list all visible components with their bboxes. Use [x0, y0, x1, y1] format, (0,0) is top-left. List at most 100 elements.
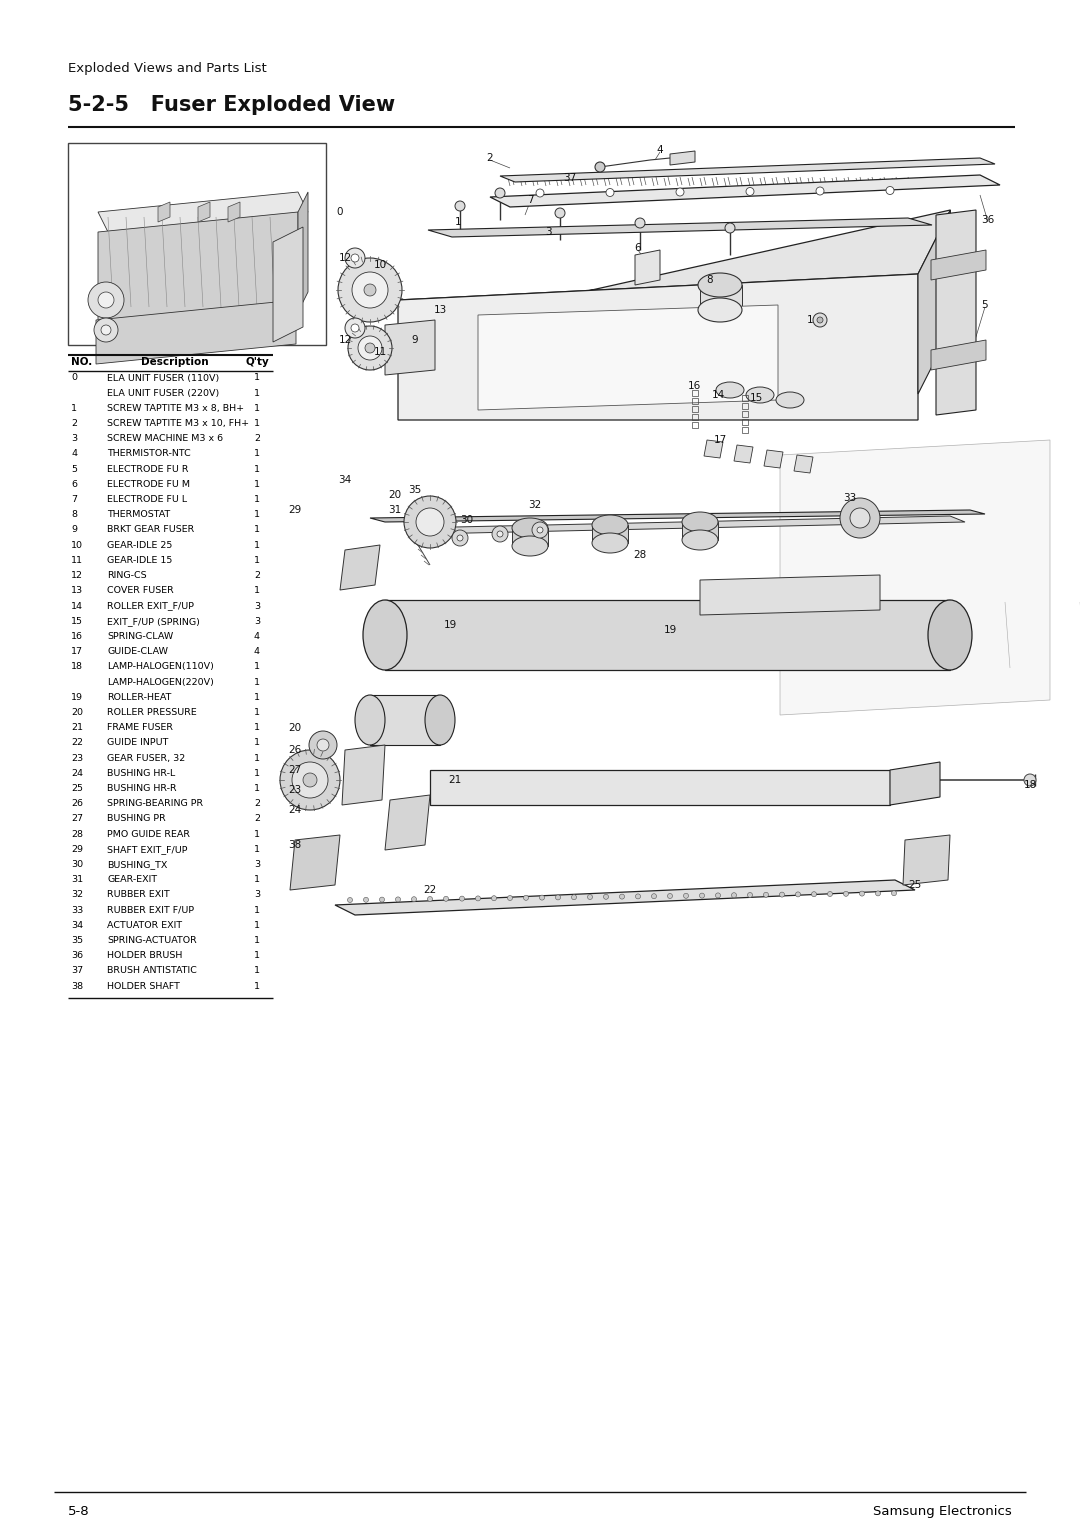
Text: 1: 1 — [254, 753, 260, 762]
Text: EXIT_F/UP (SPRING): EXIT_F/UP (SPRING) — [107, 617, 200, 625]
Polygon shape — [764, 451, 783, 468]
Text: 18: 18 — [71, 662, 83, 671]
Text: 13: 13 — [71, 587, 83, 596]
Text: BUSHING HR-R: BUSHING HR-R — [107, 784, 177, 793]
Text: ELECTRODE FU L: ELECTRODE FU L — [107, 495, 187, 504]
Text: 0: 0 — [71, 373, 77, 382]
Circle shape — [764, 892, 769, 897]
Text: 5-2-5   Fuser Exploded View: 5-2-5 Fuser Exploded View — [68, 95, 395, 115]
Text: HOLDER BRUSH: HOLDER BRUSH — [107, 950, 183, 960]
Circle shape — [455, 202, 465, 211]
Text: 1: 1 — [254, 723, 260, 732]
Text: BUSHING_TX: BUSHING_TX — [107, 860, 167, 869]
Text: ACTUATOR EXIT: ACTUATOR EXIT — [107, 921, 183, 929]
Circle shape — [537, 527, 543, 533]
Text: PMO GUIDE REAR: PMO GUIDE REAR — [107, 830, 190, 839]
Text: 9: 9 — [71, 526, 77, 535]
Text: BUSHING HR-L: BUSHING HR-L — [107, 769, 175, 778]
Circle shape — [813, 313, 827, 327]
Text: 35: 35 — [71, 937, 83, 944]
Text: 6: 6 — [635, 243, 642, 254]
Text: RING-CS: RING-CS — [107, 571, 147, 581]
Circle shape — [595, 162, 605, 173]
Circle shape — [651, 894, 657, 898]
Circle shape — [532, 523, 548, 538]
Text: 15: 15 — [750, 393, 762, 403]
Circle shape — [453, 530, 468, 545]
Text: 1: 1 — [254, 419, 260, 428]
Polygon shape — [68, 144, 326, 345]
Polygon shape — [340, 545, 380, 590]
Text: ROLLER PRESSURE: ROLLER PRESSURE — [107, 707, 197, 717]
Text: 1: 1 — [254, 738, 260, 747]
Text: 5: 5 — [982, 299, 988, 310]
Text: 34: 34 — [71, 921, 83, 929]
Ellipse shape — [716, 382, 744, 397]
Polygon shape — [931, 341, 986, 370]
Text: 2: 2 — [487, 153, 494, 163]
Circle shape — [364, 897, 368, 903]
Text: BUSHING PR: BUSHING PR — [107, 814, 165, 824]
Circle shape — [457, 535, 463, 541]
Polygon shape — [478, 306, 778, 410]
Text: 16: 16 — [71, 633, 83, 640]
Text: 2: 2 — [71, 419, 77, 428]
Circle shape — [540, 895, 544, 900]
Polygon shape — [384, 601, 950, 669]
Circle shape — [780, 892, 784, 897]
Text: 14: 14 — [712, 390, 725, 400]
Text: FRAME FUSER: FRAME FUSER — [107, 723, 173, 732]
Text: 1: 1 — [254, 526, 260, 535]
Circle shape — [379, 897, 384, 902]
Circle shape — [827, 891, 833, 897]
Text: RUBBER EXIT: RUBBER EXIT — [107, 891, 170, 900]
Text: GEAR-IDLE 15: GEAR-IDLE 15 — [107, 556, 173, 565]
Text: 8: 8 — [71, 510, 77, 520]
Text: 32: 32 — [71, 891, 83, 900]
Text: 1: 1 — [254, 707, 260, 717]
Circle shape — [98, 292, 114, 309]
Text: 1: 1 — [254, 541, 260, 550]
Polygon shape — [918, 209, 950, 394]
Text: 1: 1 — [254, 662, 260, 671]
Text: 17: 17 — [714, 435, 727, 445]
Circle shape — [725, 223, 735, 232]
Circle shape — [747, 892, 753, 897]
Text: 3: 3 — [254, 602, 260, 611]
Ellipse shape — [512, 536, 548, 556]
Polygon shape — [158, 202, 170, 222]
Text: 19: 19 — [71, 692, 83, 701]
Text: 5: 5 — [71, 465, 77, 474]
Text: 21: 21 — [71, 723, 83, 732]
Text: 1: 1 — [254, 906, 260, 914]
Circle shape — [860, 891, 864, 895]
Polygon shape — [500, 157, 995, 182]
Ellipse shape — [681, 530, 718, 550]
Text: 32: 32 — [528, 500, 542, 510]
Text: 33: 33 — [843, 494, 856, 503]
Polygon shape — [734, 445, 753, 463]
Circle shape — [345, 318, 365, 338]
Circle shape — [364, 284, 376, 296]
Text: 1: 1 — [254, 556, 260, 565]
Polygon shape — [410, 516, 966, 533]
Circle shape — [524, 895, 528, 900]
Circle shape — [292, 762, 328, 798]
Polygon shape — [430, 770, 890, 805]
Circle shape — [475, 895, 481, 902]
Text: GEAR FUSER, 32: GEAR FUSER, 32 — [107, 753, 186, 762]
Text: 1: 1 — [254, 449, 260, 458]
Text: 2: 2 — [254, 814, 260, 824]
Text: SPRING-BEARING PR: SPRING-BEARING PR — [107, 799, 203, 808]
Circle shape — [891, 891, 896, 895]
Circle shape — [348, 325, 392, 370]
Text: SCREW TAPTITE M3 x 10, FH+: SCREW TAPTITE M3 x 10, FH+ — [107, 419, 249, 428]
Text: 35: 35 — [408, 484, 421, 495]
Text: 1: 1 — [254, 677, 260, 686]
Text: Description: Description — [141, 358, 208, 367]
Text: GEAR-EXIT: GEAR-EXIT — [107, 876, 157, 885]
Text: 3: 3 — [71, 434, 77, 443]
Text: 5-8: 5-8 — [68, 1505, 90, 1517]
Text: 1: 1 — [71, 403, 77, 413]
Circle shape — [348, 897, 352, 903]
